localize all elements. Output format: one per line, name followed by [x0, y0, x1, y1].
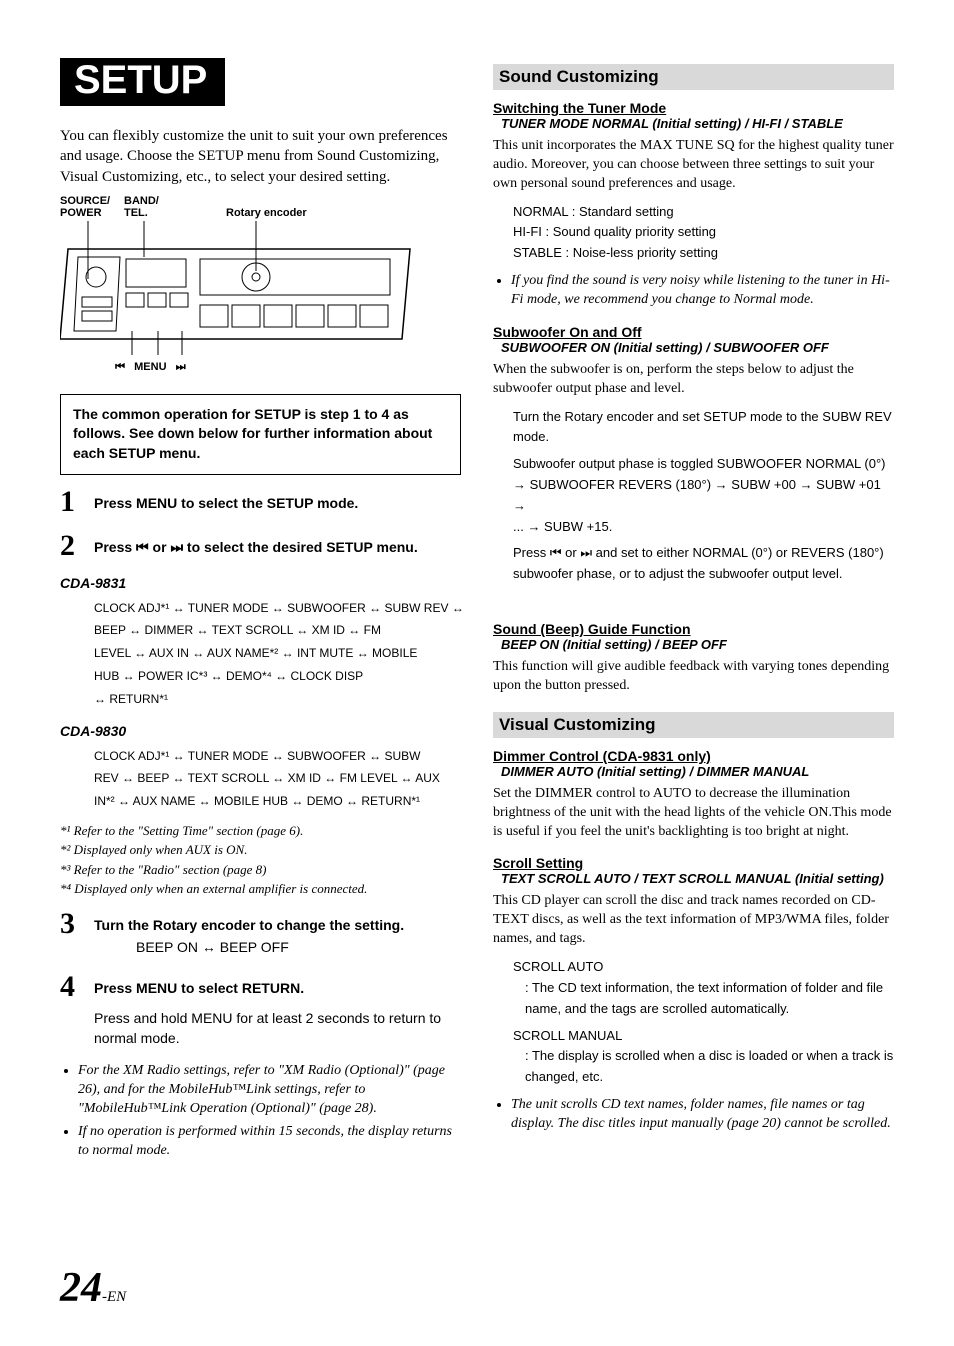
label-rotary: Rotary encoder	[226, 195, 307, 219]
step-2-text: Press ⏮ or ⏭ to select the desired SETUP…	[94, 531, 418, 557]
sound-customizing-bar: Sound Customizing	[493, 64, 894, 90]
left-notes: For the XM Radio settings, refer to "XM …	[60, 1062, 461, 1160]
menu-grid-2: CLOCK ADJ*¹ ↔ TUNER MODE ↔ SUBWOOFER ↔ S…	[94, 745, 461, 813]
subw-steps: Turn the Rotary encoder and set SETUP mo…	[513, 407, 894, 585]
intro-paragraph: You can flexibly customize the unit to s…	[60, 126, 461, 187]
step-1-text: Press MENU to select the SETUP mode.	[94, 487, 358, 513]
tuner-heading: Switching the Tuner Mode	[493, 100, 894, 116]
label-band-tel: BAND/TEL.	[124, 195, 174, 219]
dimmer-heading: Dimmer Control (CDA-9831 only)	[493, 748, 894, 764]
setup-title: SETUP	[60, 58, 225, 106]
subw-body: When the subwoofer is on, perform the st…	[493, 361, 894, 399]
footnotes: *¹ Refer to the "Setting Time" section (…	[60, 821, 461, 899]
model-2: CDA-9830	[60, 723, 461, 739]
page-number: 24-EN	[60, 1264, 126, 1312]
scroll-note: The unit scrolls CD text names, folder n…	[493, 1096, 894, 1134]
menu-grid-1: CLOCK ADJ*¹ ↔ TUNER MODE ↔ SUBWOOFER ↔ S…	[94, 597, 461, 711]
beep-heading: Sound (Beep) Guide Function	[493, 621, 894, 637]
dimmer-body: Set the DIMMER control to AUTO to decrea…	[493, 785, 894, 842]
beep-sub: BEEP ON (Initial setting) / BEEP OFF	[501, 637, 894, 652]
beep-body: This function will give audible feedback…	[493, 658, 894, 696]
label-source-power: SOURCE/POWER	[60, 195, 118, 219]
tuner-sub: TUNER MODE NORMAL (Initial setting) / HI…	[501, 116, 894, 131]
step-3-number: 3	[60, 909, 82, 939]
subw-heading: Subwoofer On and Off	[493, 324, 894, 340]
radio-illustration	[60, 219, 420, 359]
scroll-options: SCROLL AUTO : The CD text information, t…	[513, 957, 894, 1088]
operation-box: The common operation for SETUP is step 1…	[60, 394, 461, 475]
model-1: CDA-9831	[60, 575, 461, 591]
dimmer-sub: DIMMER AUTO (Initial setting) / DIMMER M…	[501, 764, 894, 779]
under-prev-icon: ⏮	[115, 361, 125, 373]
step-3-text: Turn the Rotary encoder to change the se…	[94, 909, 404, 958]
visual-customizing-bar: Visual Customizing	[493, 712, 894, 738]
tuner-options: NORMAL : Standard setting HI-FI : Sound …	[513, 202, 894, 264]
subw-sub: SUBWOOFER ON (Initial setting) / SUBWOOF…	[501, 340, 894, 355]
step-4-text: Press MENU to select RETURN. Press and h…	[94, 972, 461, 1049]
step-2-number: 2	[60, 531, 82, 561]
tuner-note: If you find the sound is very noisy whil…	[493, 272, 894, 310]
under-next-icon: ⏭	[176, 361, 186, 373]
scroll-sub: TEXT SCROLL AUTO / TEXT SCROLL MANUAL (I…	[501, 871, 894, 886]
tuner-body: This unit incorporates the MAX TUNE SQ f…	[493, 137, 894, 194]
step-1-number: 1	[60, 487, 82, 517]
under-menu-label: MENU	[134, 361, 166, 373]
scroll-body: This CD player can scroll the disc and t…	[493, 892, 894, 949]
scroll-heading: Scroll Setting	[493, 855, 894, 871]
step-4-number: 4	[60, 972, 82, 1002]
